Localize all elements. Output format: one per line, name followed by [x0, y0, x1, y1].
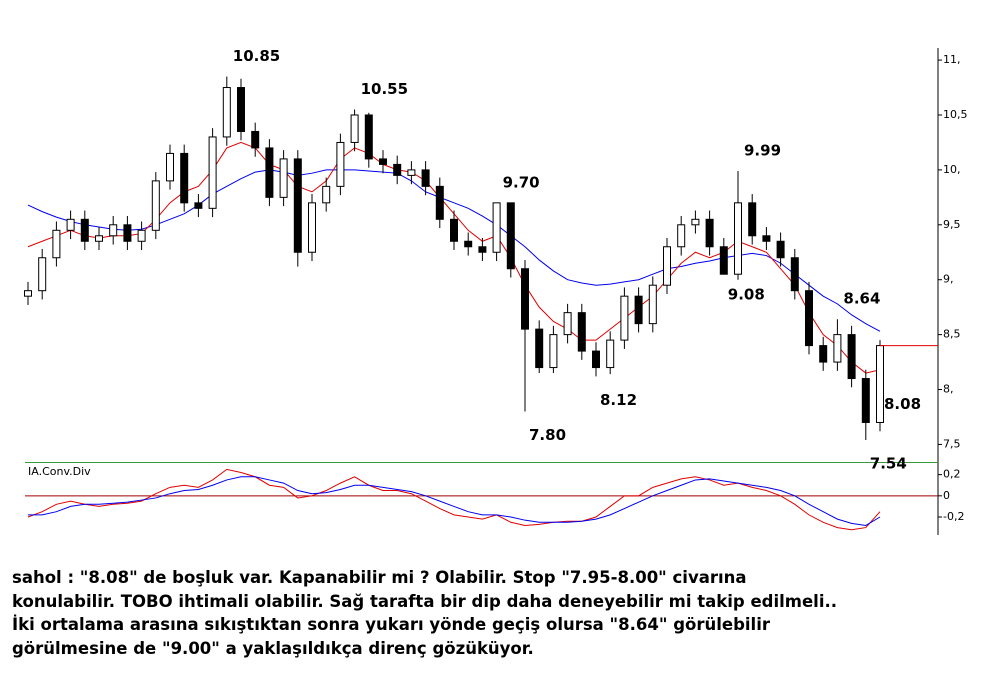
candle-body: [478, 246, 487, 253]
candle-body: [95, 235, 103, 242]
candle-body: [166, 152, 174, 182]
candle-body: [634, 295, 643, 325]
candle-body: [24, 290, 32, 297]
candle-body: [861, 378, 870, 423]
candle-body: [336, 141, 345, 187]
candle-body: [407, 169, 416, 176]
price-annotation: 9.99: [744, 141, 781, 159]
candle-body: [151, 180, 160, 231]
candle-body: [379, 158, 387, 165]
candle-body: [577, 312, 586, 352]
candle-body: [421, 169, 430, 187]
candle-body: [194, 202, 203, 209]
y-tick-label: 8,: [943, 383, 954, 396]
candle-body: [308, 202, 316, 253]
candle-body: [137, 229, 146, 242]
candle-body: [691, 218, 700, 226]
candle-body: [719, 246, 728, 275]
candle-body: [80, 218, 89, 242]
candle-body: [521, 268, 529, 330]
candle-body: [805, 290, 813, 347]
candle-body: [620, 295, 629, 341]
candle-body: [435, 185, 444, 220]
candle-body: [251, 130, 260, 149]
candle-body: [847, 334, 856, 380]
candle-body: [648, 284, 657, 325]
candle-body: [464, 240, 473, 248]
candle-body: [393, 163, 402, 176]
candle-body: [592, 350, 600, 369]
candle-body: [279, 158, 288, 198]
candle-body: [563, 312, 572, 336]
candle-body: [208, 136, 217, 209]
candle-body: [705, 218, 714, 248]
y-tick-label: 9,5: [943, 218, 961, 231]
candle-body: [677, 224, 686, 248]
candle-body: [237, 87, 245, 132]
y-tick-label: 0,2: [943, 468, 961, 481]
candle-body: [364, 114, 373, 160]
y-tick-label: 7,5: [943, 437, 961, 450]
commentary: sahol : "8.08" de boşluk var. Kapanabili…: [12, 566, 837, 660]
y-tick-label: 9,: [943, 273, 954, 286]
price-annotation: 9.70: [503, 173, 540, 191]
price-annotation: 10.55: [361, 80, 408, 98]
price-annotation: 7.54: [870, 455, 907, 473]
price-annotation: 8.64: [843, 290, 880, 308]
candle-body: [66, 218, 75, 231]
candle-body: [790, 257, 799, 292]
candle-body: [734, 202, 742, 275]
candle-body: [549, 334, 558, 369]
price-annotation: 9.08: [728, 285, 765, 303]
indicator-line: [27, 468, 881, 531]
candle-body: [322, 185, 331, 204]
candle-body: [762, 235, 771, 242]
candle-body: [109, 224, 118, 237]
candle-body: [180, 152, 189, 204]
candle-body: [492, 202, 501, 253]
candle-body: [876, 345, 884, 423]
price-annotation: 10.85: [233, 47, 280, 65]
price-annotation: 8.12: [600, 391, 637, 409]
y-tick-label: 0: [943, 489, 950, 502]
indicator-title: IA.Conv.Div: [28, 465, 91, 478]
y-tick-label: -0,2: [943, 510, 964, 523]
commentary-line: sahol : "8.08" de boşluk var. Kapanabili…: [12, 568, 747, 587]
candle-body: [606, 339, 615, 369]
y-tick-label: 10,: [943, 163, 961, 176]
candle-body: [52, 229, 61, 259]
y-tick-label: 11,: [943, 53, 961, 66]
commentary-line: görülmesine de "9.00" a yaklaşıldıkça di…: [12, 638, 534, 658]
candle-body: [506, 202, 515, 270]
candle-body: [450, 218, 458, 242]
candle-body: [748, 202, 757, 237]
candle-body: [350, 114, 359, 143]
candle-body: [776, 240, 785, 259]
candle-body: [819, 345, 828, 363]
y-tick-label: 10,5: [943, 108, 968, 121]
y-tick-label: 8,5: [943, 328, 961, 341]
candle-body: [265, 147, 274, 198]
price-annotation: 8.08: [884, 395, 921, 413]
candle-body: [535, 328, 544, 369]
candle-body: [123, 224, 132, 242]
candle-body: [663, 246, 671, 286]
price-annotation: 7.80: [529, 426, 566, 444]
candle-body: [222, 87, 231, 138]
candle-body: [38, 257, 47, 292]
candle-body: [833, 334, 842, 363]
indicator-line: [28, 476, 881, 526]
commentary-line: konulabilir. TOBO ihtimali olabilir. Sağ…: [12, 591, 838, 611]
candle-body: [293, 158, 302, 253]
chart: IA.Conv.Div 11, 10,5 10, 9,5 9, 8,5 8, 7,5 10.85…: [24, 47, 968, 535]
commentary-line: İki ortalama arasına sıkıştıktan sonra y…: [12, 615, 771, 634]
